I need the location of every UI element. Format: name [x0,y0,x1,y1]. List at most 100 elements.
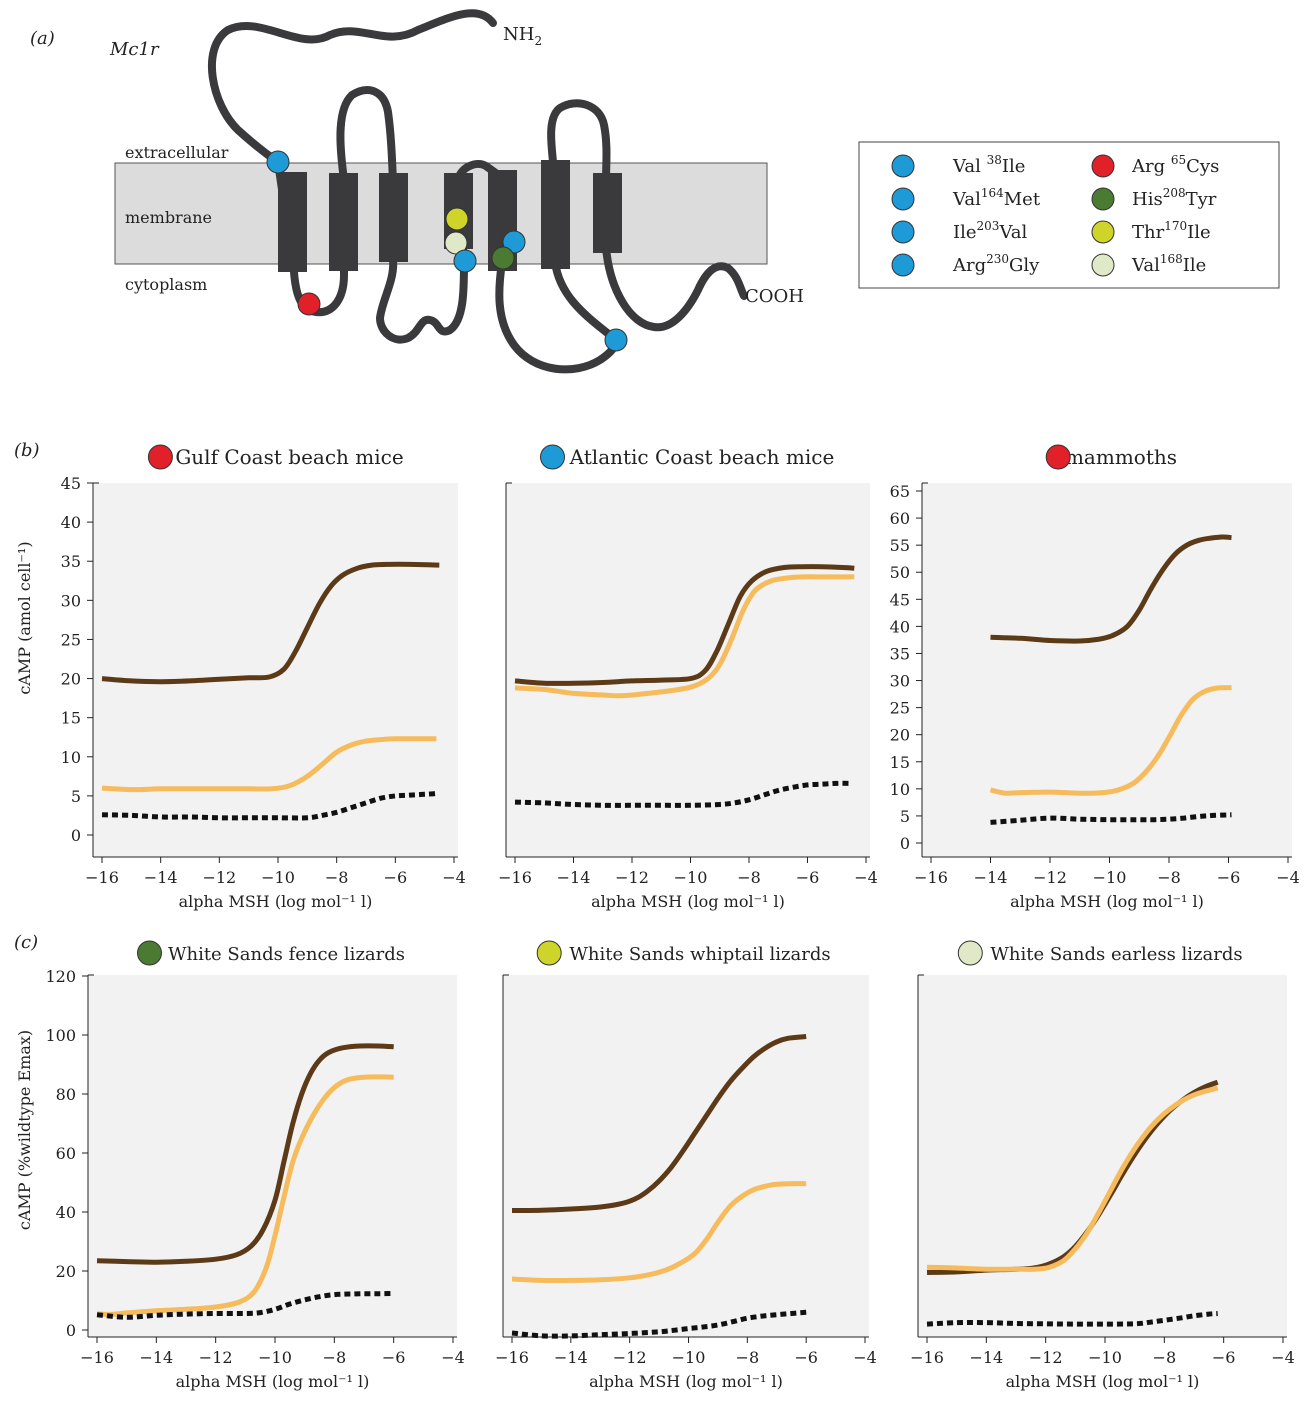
y-tick-label: 40 [56,1203,76,1222]
x-tick-label: −16 [495,1348,529,1367]
tm-helix-3 [379,173,408,262]
x-axis-label: alpha MSH (log mol⁻¹ l) [1006,1372,1200,1391]
chart-panel: −16 −14 −12 −10 −8 −6 −4 0 20 40 60 80 100 120 alpha M… [15,940,465,1391]
blue-dot-icon [891,187,915,211]
blue-dot-icon [891,154,915,178]
membrane-label: membrane [125,208,212,227]
y-axis-label: cAMP (%wildtype Emax) [15,1030,34,1230]
cytoplasm-label: cytoplasm [125,275,207,294]
x-tick-label: −8 [1153,1348,1177,1367]
x-axis-label: alpha MSH (log mol⁻¹ l) [589,1372,783,1391]
series-line-control [926,1311,1218,1327]
mutation-dot [604,328,628,352]
y-tick-label: 35 [890,644,910,663]
mutation-dot [297,292,321,316]
x-axis-label: alpha MSH (log mol⁻¹ l) [179,892,373,911]
x-tick-label: −4 [442,868,466,887]
y-tick-label: 100 [45,1026,76,1045]
y-tick-label: 15 [890,753,910,772]
membrane-band [114,162,768,265]
x-tick-label: −4 [441,1348,465,1367]
y-tick-label: 30 [61,591,81,610]
tm-helix-1 [278,172,307,272]
x-tick-label: −12 [615,868,649,887]
x-tick-label: −8 [325,868,349,887]
panel-a-label: (a) [30,28,55,49]
x-tick-label: −16 [914,868,948,887]
chart-title: White Sands whiptail lizards [569,944,830,965]
panel-b-label: (b) [14,440,40,461]
mutation-dot [266,150,290,174]
pale-dot-icon [957,940,983,966]
x-tick-label: −6 [794,1348,818,1367]
red-dot-icon [1045,444,1071,470]
x-tick-label: −10 [674,868,708,887]
x-tick-label: −6 [382,1348,406,1367]
y-tick-label: 20 [56,1262,76,1281]
y-tick-label: 30 [890,672,910,691]
x-tick-label: −10 [672,1348,706,1367]
y-tick-label: 0 [66,1321,76,1340]
y-tick-label: 60 [890,509,910,528]
y-tick-label: 50 [890,563,910,582]
x-tick-label: −16 [910,1348,944,1367]
pale-dot-icon [1091,253,1115,277]
x-tick-label: −6 [1217,868,1241,887]
mc1r-protein-chain [207,9,748,374]
x-tick-label: −14 [144,868,178,887]
y-tick-label: 65 [890,482,910,501]
x-tick-label: −14 [554,1348,588,1367]
x-tick-label: −6 [384,868,408,887]
series-line-derived [511,1181,807,1284]
blue-dot-icon [891,253,915,277]
x-tick-label: −10 [1093,868,1127,887]
gene-name: Mc1r [109,39,160,60]
chart-title: Atlantic Coast beach mice [569,445,835,469]
plot-background [922,483,1292,857]
y-tick-label: 45 [890,590,910,609]
series-line-derived [101,736,437,793]
y-tick-label: 0 [900,834,910,853]
series-line-derived [514,574,855,699]
plot-background [503,975,869,1337]
y-axis-label: cAMP (amol cell⁻¹) [15,541,34,694]
x-tick-label: −10 [261,868,295,887]
x-tick-label: −12 [202,868,236,887]
charts-container: −16 −14 −12 −10 −8 −6 −4 0 5 10 15 20 25 30 35 40 45 alph… [15,444,1300,1391]
y-tick-label: 0 [71,826,81,845]
x-tick-label: −12 [1029,1348,1063,1367]
y-tick-label: 60 [56,1144,76,1163]
tm-helix-6 [541,160,570,269]
x-tick-label: −14 [974,868,1008,887]
yellow-dot-icon [1091,220,1115,244]
tm-helix-2 [329,173,358,271]
tm-helix-7 [593,173,622,253]
y-tick-label: 45 [61,474,81,493]
x-tick-label: −10 [1088,1348,1122,1367]
x-tick-label: −16 [80,1348,114,1367]
blue-dot-icon [891,220,915,244]
green-dot-icon [137,940,162,966]
green-dot-icon [1091,187,1115,211]
red-dot-icon [1091,154,1115,178]
plot-background [93,483,458,857]
y-tick-label: 25 [61,630,81,649]
x-axis-label: alpha MSH (log mol⁻¹ l) [1010,892,1204,911]
y-tick-label: 80 [56,1085,76,1104]
c-terminus-label: COOH [745,286,804,307]
x-tick-label: −16 [85,868,119,887]
x-tick-label: −8 [736,1348,760,1367]
x-tick-label: −8 [737,868,761,887]
legend-label: Arg230Gly [952,252,1040,276]
chart-panel: −16 −14 −12 −10 −8 −6 −4 alpha MSH (log mol⁻¹ l… [495,940,877,1391]
mutation-dot [453,249,477,273]
series-line-derived [926,1085,1219,1272]
legend-label: Thr170Ile [1132,219,1211,243]
y-tick-label: 40 [61,513,81,532]
x-tick-label: −10 [258,1348,292,1367]
x-tick-label: −14 [557,868,591,887]
panel-c-label: (c) [14,932,38,953]
chart-panel: −16 −14 −12 −10 −8 −6 −4 0 5 10 15 20 25 30 35 40 45 50 55… [890,444,1300,911]
legend-label: Val164Met [952,186,1041,210]
